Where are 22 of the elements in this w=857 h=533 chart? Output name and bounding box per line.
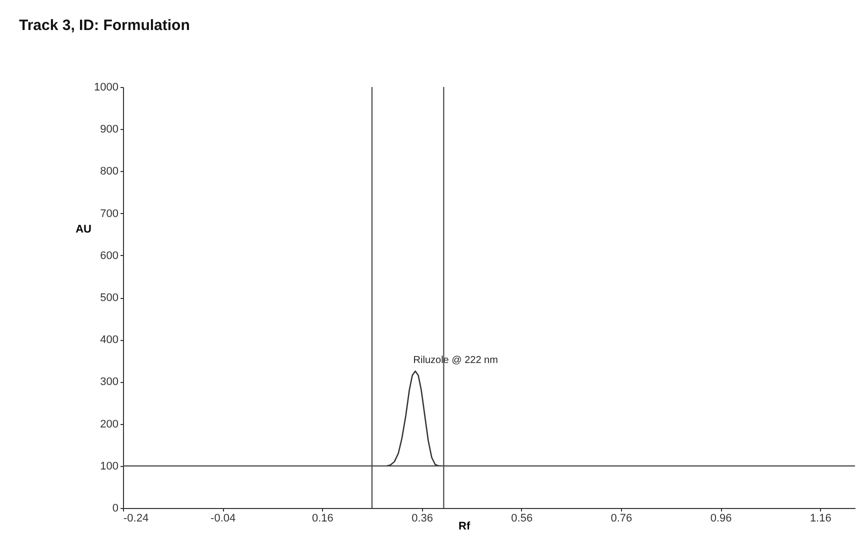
- x-tick-label: 0.96: [710, 512, 732, 524]
- x-tick-label: 0.76: [610, 512, 632, 524]
- y-tick-label: 200: [100, 418, 118, 430]
- y-tick-label: 800: [100, 166, 118, 178]
- y-tick-label: 500: [100, 292, 118, 304]
- y-tick-label: 300: [100, 376, 118, 388]
- chart-title: Track 3, ID: Formulation: [19, 17, 190, 34]
- y-tick-label: 100: [100, 460, 118, 472]
- y-tick-label: 400: [100, 334, 118, 346]
- y-tick-label: 1000: [94, 82, 118, 94]
- x-tick-label: 0.36: [412, 512, 433, 524]
- y-tick-label: 600: [100, 250, 118, 262]
- x-tick-label: 1.16: [810, 512, 832, 524]
- y-tick-label: 900: [100, 124, 118, 136]
- y-axis-title: AU: [76, 224, 92, 236]
- x-tick-label: 0.16: [312, 512, 334, 524]
- y-tick-label: 700: [100, 208, 118, 220]
- x-tick-label: -0.04: [210, 512, 236, 524]
- x-tick-label: -0.24: [124, 512, 149, 524]
- x-axis-title: Rf: [458, 520, 470, 532]
- x-tick-label: 0.56: [511, 512, 533, 524]
- y-tick-label: 0: [112, 502, 118, 514]
